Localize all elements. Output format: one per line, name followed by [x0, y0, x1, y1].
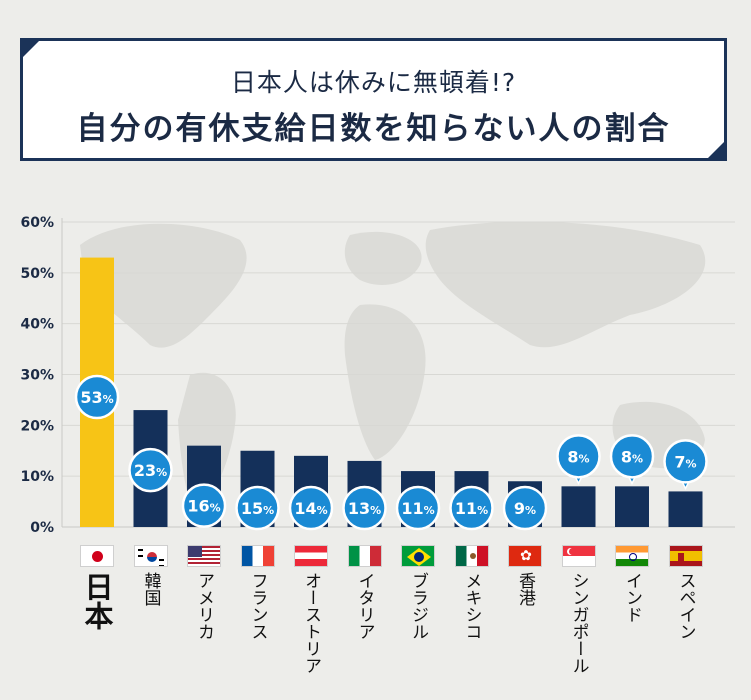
y-tick-label: 10%	[20, 469, 54, 485]
title-box: 日本人は休みに無頓着!? 自分の有休支給日数を知らない人の割合	[20, 38, 727, 161]
data-label: 8%	[621, 447, 643, 466]
category-label: 日本	[80, 572, 114, 630]
y-tick-label: 60%	[20, 215, 54, 231]
data-label-bubble: 8%	[609, 434, 655, 486]
y-tick-label: 30%	[20, 368, 54, 384]
italy-flag-icon	[347, 545, 382, 567]
data-label-bubble: 8%	[556, 434, 601, 486]
data-label: 8%	[567, 447, 589, 466]
bar-12	[668, 491, 703, 527]
y-tick-label: 50%	[20, 266, 54, 282]
category-label: スペイン	[675, 572, 696, 640]
y-tick-label: 0%	[30, 520, 54, 536]
data-label: 53%	[80, 388, 113, 407]
title-corner-decoration	[20, 38, 42, 60]
category-label: インド	[622, 572, 642, 623]
title-corner-decoration	[705, 139, 727, 161]
chart-title: 自分の有休支給日数を知らない人の割合	[76, 111, 671, 147]
bar-10	[561, 486, 596, 527]
hong-kong-flag-icon: ✿	[508, 545, 542, 567]
singapore-flag-icon	[561, 545, 596, 567]
data-label: 9%	[514, 499, 536, 518]
austria-flag-icon	[294, 545, 328, 567]
spain-flag-icon	[668, 545, 703, 567]
data-label: 13%	[348, 499, 381, 518]
y-tick-label: 20%	[20, 418, 54, 434]
category-label: シンガポール	[568, 572, 589, 674]
category-label: アメリカ	[194, 572, 214, 640]
bar-11	[615, 486, 649, 527]
category-label: オーストリア	[301, 572, 321, 674]
brazil-flag-icon	[401, 545, 435, 567]
data-label: 15%	[241, 499, 274, 518]
france-flag-icon	[240, 545, 275, 567]
data-label-bubble: 53%	[74, 374, 120, 420]
category-label: ブラジル	[408, 572, 428, 640]
japan-flag-icon	[80, 545, 114, 567]
y-tick-label: 40%	[20, 317, 54, 333]
south-korea-flag-icon	[133, 545, 168, 567]
data-label: 23%	[134, 461, 167, 480]
data-label-bubble: 11%	[449, 485, 494, 531]
y-axis-ticks: 0% 10% 20% 30% 40% 50% 60%	[20, 215, 54, 536]
data-label-bubble: 13%	[342, 485, 387, 531]
data-label: 14%	[294, 499, 327, 518]
data-label: 16%	[187, 497, 220, 516]
category-label: 韓国	[140, 572, 161, 606]
data-label: 11%	[401, 499, 434, 518]
mexico-flag-icon	[454, 545, 489, 567]
category-label: フランス	[247, 572, 268, 640]
category-label: メキシコ	[461, 572, 482, 640]
bars	[80, 257, 703, 527]
usa-flag-icon	[187, 545, 221, 567]
data-label-bubble: 14%	[288, 485, 334, 531]
india-flag-icon	[615, 545, 649, 567]
data-label-bubble: 9%	[502, 485, 548, 531]
category-label: 香港	[515, 572, 535, 606]
category-label: イタリア	[354, 572, 375, 640]
data-label-bubble: 15%	[235, 485, 280, 531]
data-label-bubble: 11%	[395, 485, 441, 531]
data-label: 11%	[455, 499, 488, 518]
data-label-bubble: 7%	[663, 439, 708, 491]
data-label: 7%	[674, 452, 696, 471]
data-label-bubble: 16%	[181, 483, 227, 528]
chart-subtitle: 日本人は休みに無頓着!?	[230, 68, 517, 97]
data-labels: 53% 23% 16% 15% 14% 13% 11% 11% 9% 8% 8% 7%	[74, 374, 708, 531]
data-label-bubble: 23%	[128, 447, 173, 493]
